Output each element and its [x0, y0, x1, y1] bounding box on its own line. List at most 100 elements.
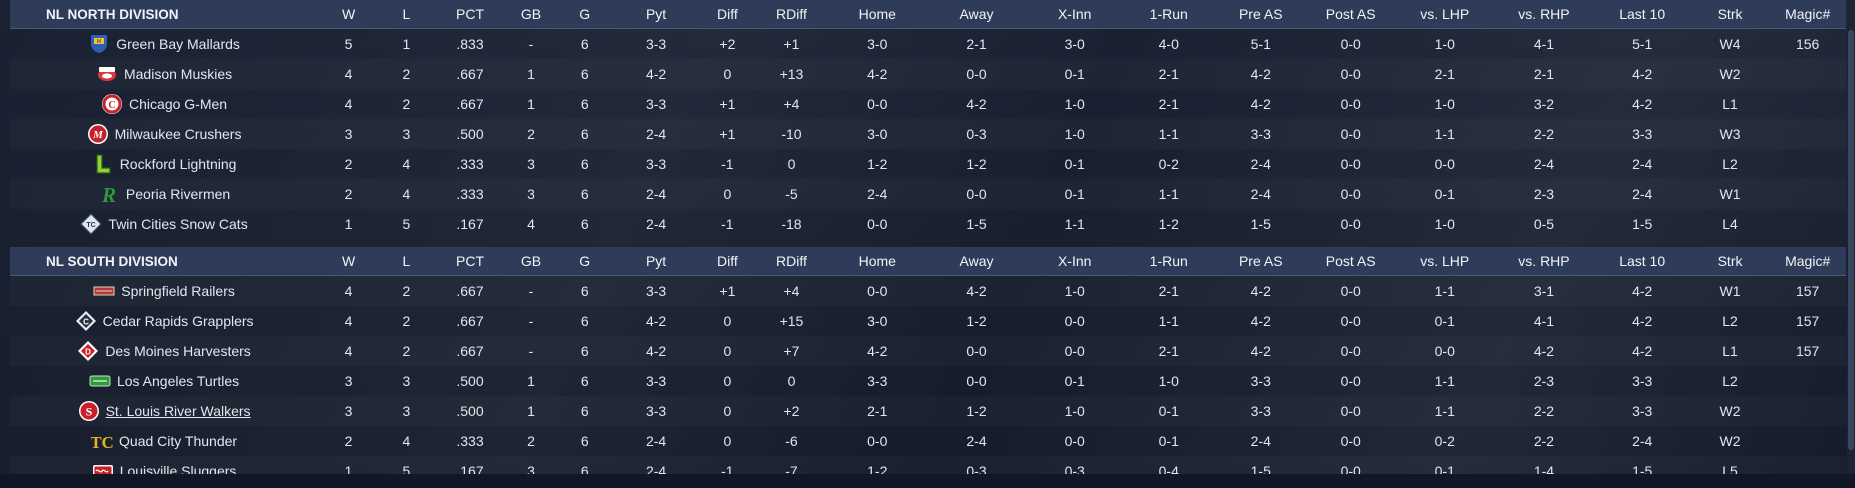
column-header[interactable]: vs. LHP	[1395, 0, 1495, 29]
stat-vsrhp: 2-2	[1533, 433, 1555, 449]
team-cell[interactable]: Springfield Railers	[10, 276, 320, 307]
team-name[interactable]: Los Angeles Turtles	[116, 373, 240, 389]
table-row[interactable]: S St. Louis River Walkers 3 3.500 1 6 3-3 0 +2 2-…	[10, 396, 1846, 426]
team-cell[interactable]: M Milwaukee Crushers	[10, 119, 320, 149]
column-header[interactable]: RDiff	[754, 0, 829, 29]
stat-gb: -	[528, 313, 534, 329]
column-header[interactable]: Home	[828, 0, 926, 29]
team-name[interactable]: Twin Cities Snow Cats	[108, 216, 248, 232]
team-cell[interactable]: C Chicago G-Men	[10, 89, 320, 119]
column-header[interactable]: Away	[925, 0, 1028, 29]
team-cell[interactable]: Los Angeles Turtles	[10, 366, 320, 396]
team-name[interactable]: St. Louis River Walkers	[105, 403, 251, 419]
table-row[interactable]: M Milwaukee Crushers 3 3.500 2 6 2-4 +1 -10 3-0 0-…	[10, 119, 1846, 149]
table-row[interactable]: R Peoria Rivermen 2 4.333 3 6 2-4 0 -5 2-4 0-0 0-1 1…	[10, 179, 1846, 209]
column-header[interactable]: Home	[828, 247, 926, 276]
table-row[interactable]: M Green Bay Mallards 5 1 .833 - 6 3-3 +2 +1 3-0 2-1…	[10, 29, 1846, 60]
stat-g: 6	[580, 216, 589, 232]
team-name[interactable]: Chicago G-Men	[129, 96, 228, 112]
table-row[interactable]: Los Angeles Turtles 3 3 .500 1 6 3-3 0 0 3-3 0-0 0-…	[10, 366, 1846, 396]
stat-gb: -	[528, 36, 534, 52]
column-header[interactable]: vs. LHP	[1395, 247, 1495, 276]
division-name[interactable]: NL NORTH DIVISION	[10, 0, 321, 29]
stat-pct: .167	[456, 216, 484, 232]
column-header[interactable]: L	[376, 0, 436, 29]
stat-pyt: 2-4	[645, 216, 667, 232]
team-name[interactable]: Rockford Lightning	[119, 156, 237, 172]
team-name[interactable]: Quad City Thunder	[119, 433, 238, 449]
team-cell[interactable]: R Peoria Rivermen	[10, 179, 320, 209]
division-name[interactable]: NL SOUTH DIVISION	[10, 247, 321, 276]
vertical-scrollbar[interactable]	[1847, 0, 1855, 488]
column-header[interactable]: Diff	[700, 247, 755, 276]
column-header[interactable]: Pyt	[611, 247, 701, 276]
team-name[interactable]: Peoria Rivermen	[125, 186, 231, 202]
column-header[interactable]: Diff	[700, 0, 755, 29]
column-header[interactable]: Pyt	[611, 0, 701, 29]
scrollbar-thumb[interactable]	[1848, 30, 1854, 450]
stat-vsrhp: 4-1	[1533, 313, 1555, 329]
stat-gb: 1	[504, 396, 558, 426]
stat-xinn: 0-1	[1064, 373, 1085, 389]
column-header[interactable]: Magic#	[1769, 0, 1846, 29]
column-header[interactable]: PCT	[435, 0, 505, 29]
team-name[interactable]: Springfield Railers	[121, 283, 235, 299]
table-row[interactable]: C Chicago G-Men 4 2 .667 1 6 3-3 +1 +4 0-0 4-2 1-0 2-…	[10, 89, 1846, 119]
table-row[interactable]: Rockford Lightning 2 4 .333 3 6 3-3 -1 0 1-2 1-2 0-…	[10, 149, 1846, 179]
table-row[interactable]: TC Twin Cities Snow Cats 1 5 .167 4 6 2-4 -1 -18 0…	[10, 209, 1846, 239]
team-cell[interactable]: Madison Muskies	[10, 59, 320, 89]
column-header[interactable]: Strk	[1690, 0, 1770, 29]
table-row[interactable]: C Cedar Rapids Grapplers 4 2 .667 - 6 4-2 0 +15 3-…	[10, 306, 1846, 336]
team-name[interactable]: Des Moines Harvesters	[105, 343, 251, 359]
column-header[interactable]: G	[557, 247, 612, 276]
column-header[interactable]: RDiff	[754, 247, 829, 276]
stat-postas: 0-0	[1340, 156, 1361, 172]
division-header: NL NORTH DIVISION W L PCT GB G Pyt Diff RDiff Hom…	[10, 0, 1846, 29]
column-header[interactable]: G	[557, 0, 612, 29]
stat-home: 2-1	[829, 396, 926, 426]
column-header[interactable]: Magic#	[1769, 247, 1846, 276]
column-header[interactable]: 1-Run	[1122, 0, 1216, 29]
column-header[interactable]: Pre AS	[1215, 247, 1307, 276]
stat-vslhp: 1-1	[1395, 396, 1494, 426]
column-header[interactable]: Away	[925, 247, 1028, 276]
table-row[interactable]: D Des Moines Harvesters 4 2.667-6 4-2 0 +7 4-2 0…	[10, 336, 1846, 366]
column-header[interactable]: GB	[504, 0, 558, 29]
team-cell[interactable]: D Des Moines Harvesters	[10, 336, 320, 366]
column-header[interactable]: Pre AS	[1215, 0, 1307, 29]
column-header[interactable]: GB	[504, 247, 558, 276]
column-header[interactable]: vs. RHP	[1494, 0, 1594, 29]
stat-home: 3-0	[867, 313, 888, 329]
column-header[interactable]: Strk	[1690, 247, 1770, 276]
stat-preas: 5-1	[1250, 36, 1271, 52]
stat-pct: .333	[456, 156, 484, 172]
table-row[interactable]: Madison Muskies 4 2.667 1 6 4-2 0 +13 4-2 0-0 0-1 2…	[10, 59, 1846, 89]
column-header[interactable]: L	[376, 247, 436, 276]
column-header[interactable]: vs. RHP	[1494, 247, 1594, 276]
stat-postas: 0-0	[1340, 313, 1361, 329]
stat-xinn: 1-0	[1027, 276, 1122, 307]
team-cell[interactable]: M Green Bay Mallards	[10, 29, 320, 60]
team-name[interactable]: Green Bay Mallards	[116, 36, 240, 52]
team-cell[interactable]: S St. Louis River Walkers	[10, 396, 320, 426]
team-name[interactable]: Cedar Rapids Grapplers	[102, 313, 254, 329]
column-header[interactable]: Last 10	[1593, 0, 1691, 29]
column-header[interactable]: Post AS	[1306, 247, 1396, 276]
stat-vslhp: 0-0	[1434, 156, 1455, 172]
column-header[interactable]: X-Inn	[1027, 247, 1123, 276]
column-header[interactable]: PCT	[435, 247, 505, 276]
team-cell[interactable]: TC Quad City Thunder	[10, 426, 320, 456]
team-name[interactable]: Madison Muskies	[123, 66, 233, 82]
team-cell[interactable]: C Cedar Rapids Grapplers	[10, 306, 320, 336]
column-header[interactable]: Last 10	[1593, 247, 1691, 276]
table-row[interactable]: Springfield Railers 4 2.667-6 3-3 +1 +4 0-0 4-2…	[10, 276, 1846, 307]
team-name[interactable]: Milwaukee Crushers	[114, 126, 242, 142]
column-header[interactable]: W	[320, 247, 377, 276]
column-header[interactable]: W	[320, 0, 377, 29]
team-cell[interactable]: Rockford Lightning	[10, 149, 320, 179]
column-header[interactable]: 1-Run	[1122, 247, 1216, 276]
team-cell[interactable]: TC Twin Cities Snow Cats	[10, 209, 320, 239]
column-header[interactable]: X-Inn	[1027, 0, 1123, 29]
table-row[interactable]: TC Quad City Thunder 2 4 .333 2 6 2-4 0 -6 0-0 2-4 0…	[10, 426, 1846, 456]
column-header[interactable]: Post AS	[1306, 0, 1396, 29]
